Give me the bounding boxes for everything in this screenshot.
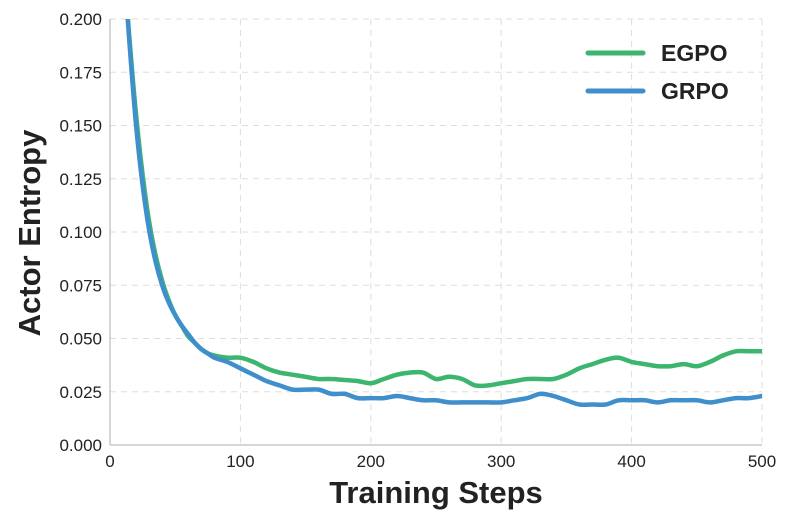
y-axis-title: Actor Entropy [12, 129, 47, 336]
y-tick-label: 0.200 [59, 10, 102, 29]
grid-lines [110, 18, 763, 445]
y-tick-label: 0.150 [59, 117, 102, 136]
tick-labels: 0 100 200 300 400 500 0.000 0.025 0.050 0.075 0.10… [59, 10, 776, 471]
y-tick-label: 0.025 [59, 383, 102, 402]
legend-label-egpo: EGPO [661, 40, 727, 66]
x-tick-label: 400 [617, 452, 645, 471]
y-tick-label: 0.075 [59, 276, 102, 295]
x-tick-label: 0 [105, 452, 114, 471]
x-tick-label: 500 [748, 452, 776, 471]
y-tick-label: 0.050 [59, 330, 102, 349]
y-tick-label: 0.125 [59, 170, 102, 189]
x-axis-title: Training Steps [329, 475, 543, 510]
series-lines [125, 19, 762, 408]
y-tick-label: 0.000 [59, 436, 102, 455]
series-line-grpo [125, 19, 762, 408]
axes [109, 19, 762, 446]
y-tick-label: 0.100 [59, 223, 102, 242]
y-tick-label: 0.175 [59, 63, 102, 82]
x-tick-label: 200 [357, 452, 385, 471]
legend-label-grpo: GRPO [661, 78, 729, 104]
x-tick-label: 300 [487, 452, 515, 471]
x-tick-label: 100 [226, 452, 254, 471]
legend: EGPO GRPO [585, 40, 729, 104]
